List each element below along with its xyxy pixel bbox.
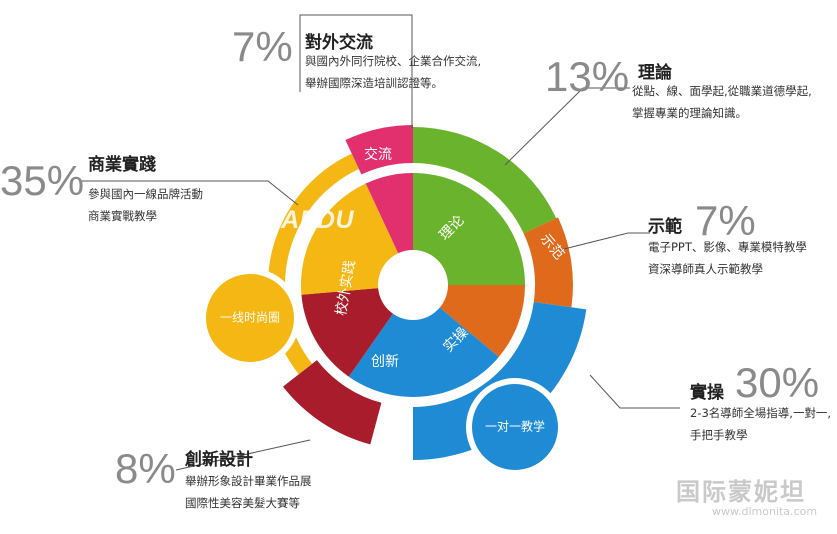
inner-slice-2 [348,285,499,397]
description-line: 資深導師真人示範教學 [648,262,763,276]
leader-line-5 [80,180,299,206]
bubble-0 [206,274,294,362]
description-line: 參與國內一線品牌活動 [88,187,203,201]
annotation-percent: 8% [115,445,176,492]
segment-label-outer-5: 交流 [364,146,392,163]
description-line: 商業實戰教學 [88,209,157,223]
annotation-title: 示範 [648,217,682,237]
leader-line-1 [504,87,630,166]
annotation-title: 創新設計 [185,450,253,470]
brand-logo: 国际蒙妮坦 www.dlmonita.com [676,472,817,518]
description-line: 從點、線、面學起,從職業道德學起, [632,84,812,98]
segment-label-inner-3: 创新 [371,354,399,370]
outer-ring [267,125,587,460]
description-line: 手把手教學 [690,428,748,442]
leader-line-0 [299,14,413,128]
description-line: 電子PPT、影像、專業模特教學 [648,240,807,254]
annotation-percent: 13% [545,53,630,100]
annotation-description: 與國內外同行院校、企業合作交流, 舉辦國際深造培訓認證等。 [305,50,481,94]
logo-name: 国际蒙妮坦 [676,478,806,506]
logo-url: www.dlmonita.com [712,505,818,518]
leader-line-3 [589,374,680,409]
outer-arc-5 [345,125,413,175]
description-line: 舉辦國際深造培訓認證等。 [305,76,443,90]
center-hole [378,250,448,320]
watermark: MONITAEDU [200,206,355,234]
outer-arc-4 [267,153,359,375]
outer-arc-0 [413,127,557,234]
leader-lines [80,14,680,471]
annotation-description: 舉辦形象設計畢業作品展 國際性美容美髮大賽等 [185,470,312,514]
bubble-1 [472,384,558,470]
annotation-title: 理論 [638,63,672,83]
annotation-description: 從點、線、面學起,從職業道德學起, 掌握專業的理論知識。 [632,80,812,124]
annotation-percent: 30% [735,359,820,406]
description-line: 與國內外同行院校、企業合作交流, [305,54,482,68]
description-line: 2-3名導師全場指導,一對一, [690,406,832,420]
description-line: 舉辦形象設計畢業作品展 [185,474,312,488]
leader-line-4 [175,439,311,471]
description-line: 國際性美容美髮大賽等 [185,496,300,510]
outer-arc-1 [523,217,573,308]
annotation-title: 商業實踐 [88,155,156,175]
leader-line-2 [559,232,650,251]
bubble-label-1: 一对一教学 [485,419,545,434]
annotation-title: 對外交流 [305,33,373,53]
annotation-percent: 7% [695,197,756,244]
annotation-description: 參與國內一線品牌活動 商業實戰教學 [88,183,203,227]
bubble-label-0: 一线时尚圈 [220,311,280,325]
annotation-description: 電子PPT、影像、專業模特教學 資深導師真人示範教學 [648,236,807,280]
inner-slice-3 [301,285,413,377]
annotation-title: 實操 [690,383,724,403]
annotation-percent: 35% [0,157,85,204]
annotation-percent: 7% [232,23,293,70]
description-line: 掌握專業的理論知識。 [632,106,747,120]
inner-slice-0 [413,173,525,285]
annotation-description: 2-3名導師全場指導,一對一, 手把手教學 [690,402,831,446]
outer-arc-3 [283,360,382,445]
